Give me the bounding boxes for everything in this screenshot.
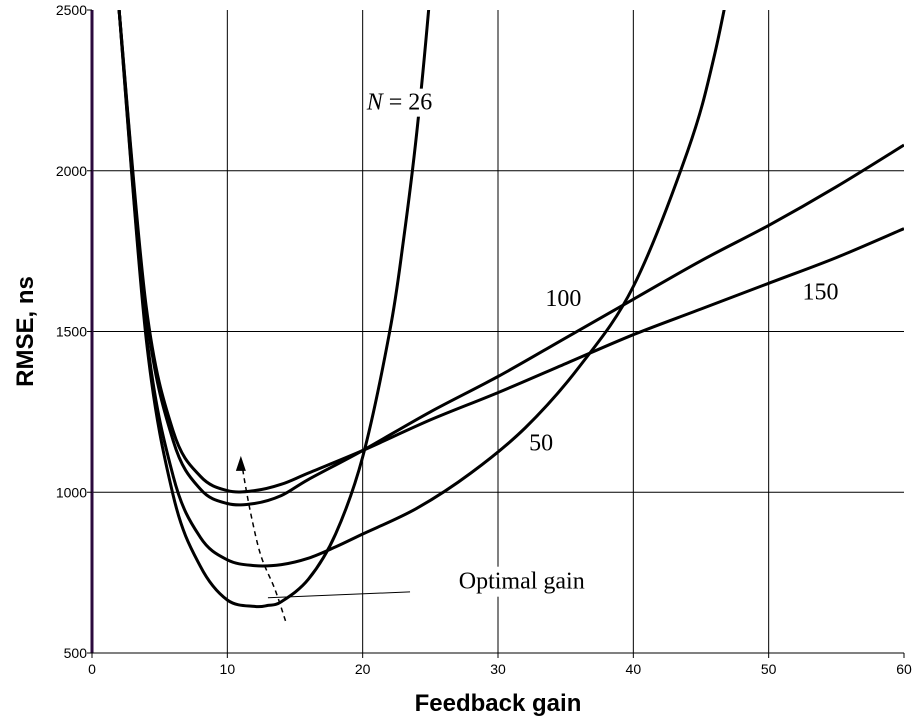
curve-label-50: 50 bbox=[529, 430, 553, 456]
label-background bbox=[543, 284, 584, 313]
x-tick-label: 40 bbox=[626, 661, 642, 677]
data-curves bbox=[117, 10, 904, 609]
tick-labels: 0 10 20 30 40 50 60 500 1000 1500 2000 2500 bbox=[56, 2, 912, 677]
optimal-gain-arrow bbox=[240, 456, 287, 622]
curve-label-150: 150 bbox=[803, 279, 839, 305]
curve-label-n-26: N = 26 bbox=[366, 90, 433, 116]
axes bbox=[87, 9, 905, 658]
label-background bbox=[800, 278, 841, 307]
grid-lines bbox=[92, 10, 904, 653]
series-line-150 bbox=[117, 10, 904, 494]
y-axis-label: RMSE, ns bbox=[12, 276, 39, 387]
x-tick-label: 10 bbox=[220, 661, 236, 677]
x-tick-label: 0 bbox=[88, 661, 96, 677]
optimal-gain-annotation bbox=[235, 455, 411, 622]
series-line-50 bbox=[117, 10, 726, 568]
curve-labels: N = 26 50 100 150 Optimal gain bbox=[363, 88, 841, 597]
x-tick-label: 30 bbox=[490, 661, 506, 677]
label-background bbox=[363, 88, 435, 117]
arrowhead-icon bbox=[235, 455, 246, 471]
optimal-gain-label: Optimal gain bbox=[459, 569, 585, 595]
curve-label-100: 100 bbox=[545, 286, 581, 312]
label-background bbox=[527, 429, 556, 458]
x-tick-label: 60 bbox=[896, 661, 912, 677]
x-axis-label: Feedback gain bbox=[415, 690, 582, 717]
series-line-n-26 bbox=[117, 10, 431, 609]
y-tick-label: 1000 bbox=[56, 484, 87, 500]
y-tick-label: 500 bbox=[64, 645, 88, 661]
x-tick-label: 20 bbox=[355, 661, 371, 677]
label-background bbox=[452, 566, 591, 597]
y-tick-label: 1500 bbox=[56, 324, 87, 340]
optimal-gain-leader-line bbox=[267, 591, 411, 599]
series-line-100 bbox=[117, 10, 904, 507]
y-tick-label: 2000 bbox=[56, 163, 87, 179]
y-tick-label: 2500 bbox=[56, 2, 87, 18]
x-tick-label: 50 bbox=[761, 661, 777, 677]
